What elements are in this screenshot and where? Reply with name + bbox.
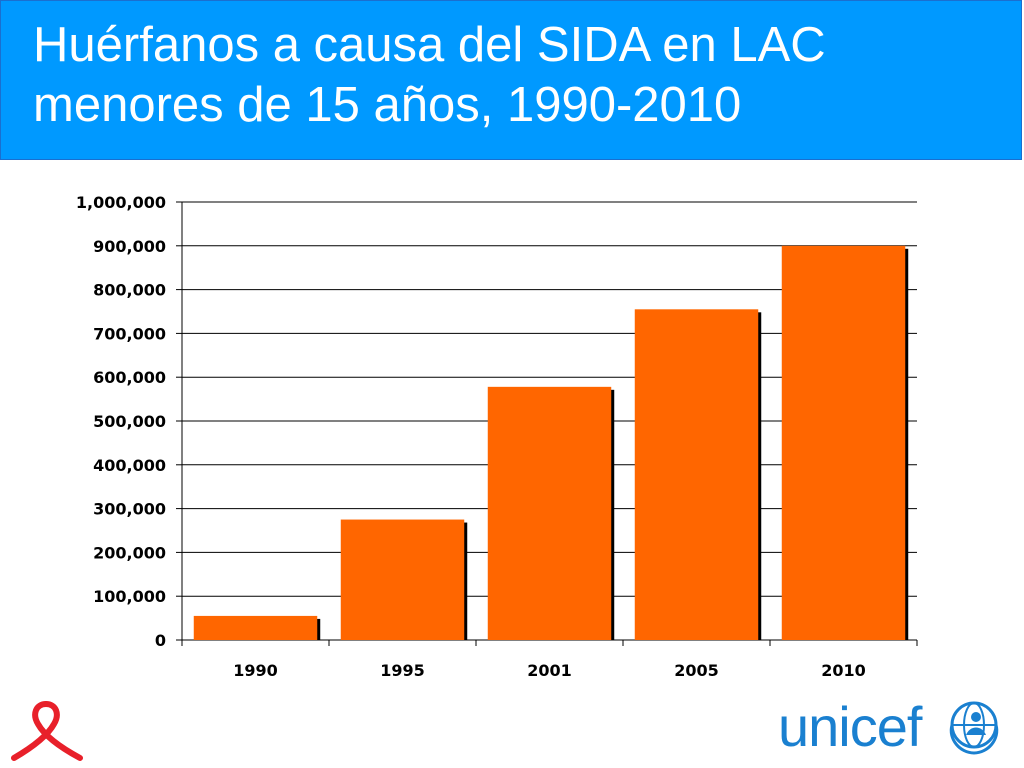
bar-2001 bbox=[487, 386, 612, 640]
title-line-2: menores de 15 años, 1990-2010 bbox=[33, 78, 742, 132]
title-band: Huérfanos a causa del SIDA en LAC menore… bbox=[0, 0, 1022, 160]
y-tick-label: 800,000 bbox=[93, 281, 166, 300]
y-tick-label: 100,000 bbox=[93, 587, 166, 606]
aids-awareness-ribbon-icon bbox=[11, 701, 83, 761]
y-tick-label: 500,000 bbox=[93, 412, 166, 431]
y-tick-label: 1,000,000 bbox=[76, 193, 166, 212]
page-title: Huérfanos a causa del SIDA en LAC menore… bbox=[33, 15, 826, 135]
bar-2010 bbox=[781, 245, 906, 641]
y-tick-label: 300,000 bbox=[93, 500, 166, 519]
y-tick-label: 700,000 bbox=[93, 324, 166, 343]
y-tick-label: 0 bbox=[155, 631, 166, 650]
title-line-1: Huérfanos a causa del SIDA en LAC bbox=[33, 18, 826, 72]
unicef-emblem-icon bbox=[949, 701, 999, 755]
bar-chart: 0 100,000 200,000 300,000 400,000 500,000 600,… bbox=[76, 193, 918, 680]
bar-2005 bbox=[634, 309, 759, 640]
x-tick-label: 2005 bbox=[674, 661, 719, 680]
bar-1995 bbox=[340, 519, 465, 640]
y-tick-label: 200,000 bbox=[93, 543, 166, 562]
unicef-logo: unicef bbox=[778, 695, 1018, 765]
y-tick-label: 400,000 bbox=[93, 456, 166, 475]
x-tick-label: 2010 bbox=[821, 661, 866, 680]
x-tick-label: 1995 bbox=[380, 661, 425, 680]
x-tick-label: 1990 bbox=[233, 661, 278, 680]
x-tick-label: 2001 bbox=[527, 661, 572, 680]
y-tick-label: 900,000 bbox=[93, 237, 166, 256]
bar-1990 bbox=[193, 615, 318, 640]
y-tick-label: 600,000 bbox=[93, 368, 166, 387]
unicef-wordmark: unicef bbox=[778, 695, 922, 758]
